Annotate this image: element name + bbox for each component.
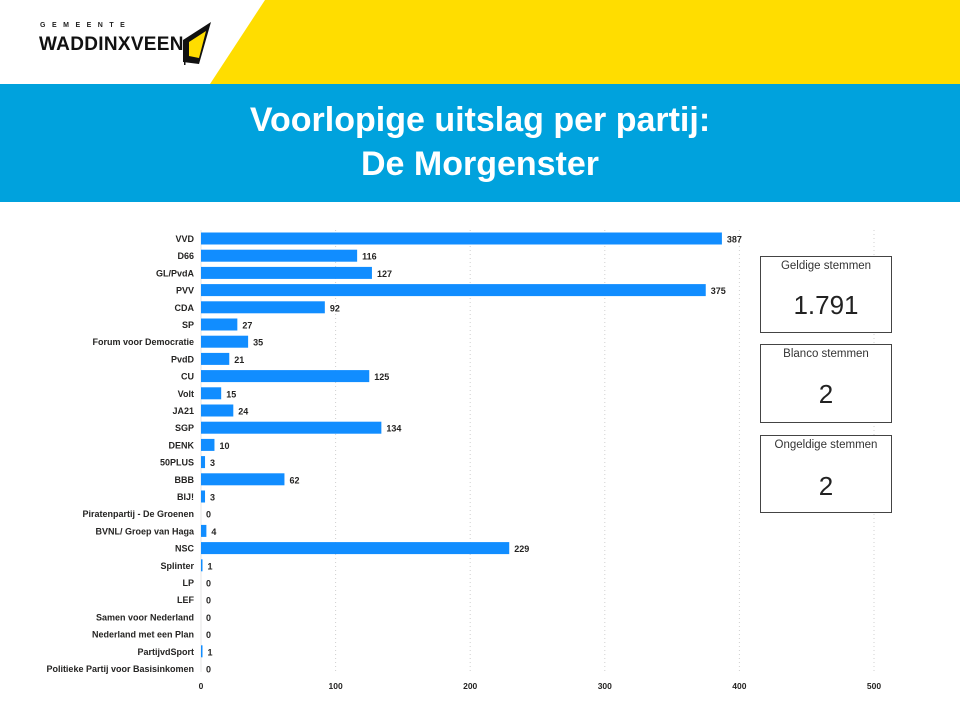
bar[interactable] [201, 249, 358, 262]
data-label: 1 [208, 647, 213, 657]
category-label: CDA [175, 303, 195, 313]
data-label: 62 [289, 475, 299, 485]
logo-emblem-icon [183, 22, 211, 65]
data-label: 92 [330, 303, 340, 313]
valid-votes-card: Geldige stemmen 1.791 [760, 256, 892, 333]
bar[interactable] [201, 524, 207, 537]
x-tick-label: 300 [598, 681, 612, 691]
data-label: 229 [514, 544, 529, 554]
data-label: 3 [210, 493, 215, 503]
category-label: D66 [177, 251, 194, 261]
category-label: BIJ! [177, 492, 194, 502]
bar[interactable] [201, 404, 234, 417]
invalid-votes-card: Ongeldige stemmen 2 [760, 435, 892, 513]
category-label: Samen voor Nederland [96, 612, 194, 622]
category-label: SGP [175, 423, 194, 433]
data-label: 10 [219, 441, 229, 451]
bar[interactable] [201, 559, 203, 572]
category-label: LEF [177, 595, 195, 605]
data-label: 0 [206, 665, 211, 675]
data-label: 125 [374, 372, 389, 382]
bar[interactable] [201, 335, 249, 348]
category-label: LP [182, 578, 194, 588]
bar[interactable] [201, 542, 510, 555]
category-label: Splinter [160, 561, 194, 571]
data-label: 116 [362, 252, 377, 262]
data-label: 1 [208, 561, 213, 571]
invalid-votes-label: Ongeldige stemmen [774, 439, 878, 451]
data-label: 21 [234, 355, 244, 365]
bar[interactable] [201, 456, 206, 469]
x-tick-label: 0 [199, 681, 204, 691]
data-label: 4 [211, 527, 216, 537]
blank-votes-card: Blanco stemmen 2 [760, 344, 892, 423]
category-label: PVV [176, 286, 194, 296]
bar[interactable] [201, 421, 382, 434]
category-label: Piratenpartij - De Groenen [82, 509, 194, 519]
x-tick-label: 200 [463, 681, 477, 691]
x-tick-label: 500 [867, 681, 881, 691]
blank-votes-value: 2 [818, 379, 834, 409]
category-label: NSC [175, 544, 195, 554]
logo-name: WADDINXVEEN [39, 34, 184, 55]
bar[interactable] [201, 387, 222, 400]
data-label: 35 [253, 338, 263, 348]
category-label: 50PLUS [160, 458, 194, 468]
data-label: 375 [711, 286, 726, 296]
category-label: Nederland met een Plan [92, 630, 194, 640]
x-tick-label: 100 [329, 681, 343, 691]
bar[interactable] [201, 473, 285, 486]
data-label: 387 [727, 235, 742, 245]
data-label: 24 [238, 407, 248, 417]
yellow-banner [210, 0, 960, 84]
data-label: 127 [377, 269, 392, 279]
bar[interactable] [201, 490, 206, 503]
logo-municipality-caption: GEMEENTE [40, 22, 132, 29]
bar[interactable] [201, 232, 722, 245]
data-label: 0 [206, 510, 211, 520]
category-label: CU [181, 372, 194, 382]
data-label: 0 [206, 613, 211, 623]
blank-votes-label: Blanco stemmen [783, 348, 869, 360]
category-label: VVD [175, 234, 194, 244]
title-band [0, 84, 960, 202]
bar[interactable] [201, 266, 372, 279]
data-label: 0 [206, 630, 211, 640]
category-label: GL/PvdA [156, 268, 195, 278]
invalid-votes-value: 2 [818, 471, 834, 501]
data-label: 3 [210, 458, 215, 468]
bar[interactable] [201, 301, 325, 314]
data-label: 0 [206, 596, 211, 606]
data-label: 27 [242, 321, 252, 331]
category-label: BVNL/ Groep van Haga [95, 526, 195, 536]
page-title-line-2: De Morgenster [360, 145, 600, 183]
valid-votes-value: 1.791 [793, 290, 859, 320]
data-label: 134 [386, 424, 401, 434]
data-label: 0 [206, 579, 211, 589]
category-label: JA21 [172, 406, 194, 416]
category-label: BBB [175, 475, 195, 485]
category-label: Forum voor Democratie [92, 337, 194, 347]
category-label: PvdD [171, 354, 195, 364]
bar[interactable] [201, 352, 230, 365]
category-label: DENK [168, 440, 194, 450]
category-label: PartijvdSport [137, 647, 194, 657]
page-title-line-1: Voorlopige uitslag per partij: [249, 101, 711, 139]
x-tick-label: 400 [732, 681, 746, 691]
bar[interactable] [201, 645, 203, 658]
category-label: SP [182, 320, 194, 330]
header-shape [183, 0, 960, 84]
valid-votes-label: Geldige stemmen [780, 260, 872, 272]
header: GEMEENTE WADDINXVEEN [0, 0, 960, 84]
category-label: Volt [178, 389, 194, 399]
data-label: 15 [226, 389, 236, 399]
bar[interactable] [201, 284, 706, 297]
bar[interactable] [201, 438, 215, 451]
bar[interactable] [201, 318, 238, 331]
category-label: Politieke Partij voor Basisinkomen [46, 664, 194, 674]
bar[interactable] [201, 370, 370, 383]
